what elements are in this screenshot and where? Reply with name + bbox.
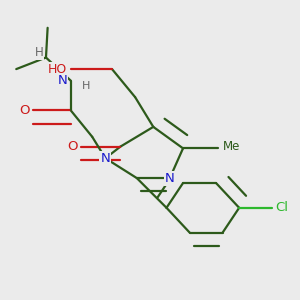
Text: N: N [165,172,175,184]
Text: O: O [19,104,29,117]
Text: Me: Me [223,140,240,153]
Text: H: H [82,81,91,91]
Text: Cl: Cl [275,201,289,214]
Text: H: H [35,46,44,59]
Text: O: O [67,140,77,153]
Text: N: N [100,152,110,165]
Text: N: N [58,74,68,87]
Text: HO: HO [48,63,68,76]
